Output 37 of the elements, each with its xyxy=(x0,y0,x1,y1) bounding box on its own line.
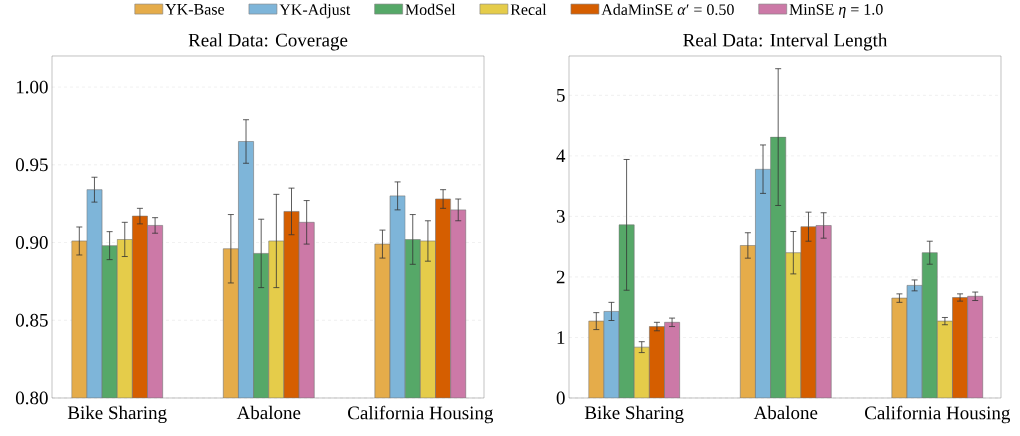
bar xyxy=(967,296,984,398)
bar xyxy=(755,168,771,398)
y-tick-label: 4 xyxy=(556,149,566,163)
y-tick-label: 0.90 xyxy=(15,236,48,249)
legend-label: YK-Adjust xyxy=(279,3,351,19)
bar xyxy=(785,252,802,398)
bar xyxy=(937,320,953,398)
x-tick-label: California Housing xyxy=(865,405,1011,424)
y-tick-label: 0.95 xyxy=(15,158,48,172)
x-tick-label: Abalone xyxy=(753,405,818,420)
y-tick-label: 0 xyxy=(556,391,565,405)
y-tick-label: 0.80 xyxy=(15,391,48,405)
chart-title: Real Data: Coverage xyxy=(188,33,348,51)
bar xyxy=(906,285,923,398)
y-tick-label: 1.00 xyxy=(16,80,48,94)
bar xyxy=(815,225,832,398)
x-tick-label: Bike Sharing xyxy=(67,405,167,424)
y-tick-label: 1 xyxy=(557,331,565,344)
x-tick-label: California Housing xyxy=(348,405,494,424)
chart-title: Real Data: Interval Length xyxy=(683,33,888,51)
y-tick-label: 2 xyxy=(556,270,565,284)
x-tick-label: Abalone xyxy=(236,405,301,420)
legend-label: YK-Base xyxy=(165,4,225,15)
legend-label: AdaMinSE α′ = 0.50 xyxy=(601,3,734,16)
y-tick-label: 5 xyxy=(557,89,565,102)
bar xyxy=(664,322,680,398)
y-tick-label: 0.85 xyxy=(15,313,48,327)
legend-label: MinSE η = 1.0 xyxy=(789,4,883,19)
bar xyxy=(603,311,620,398)
bar xyxy=(921,252,938,398)
y-tick-label: 3 xyxy=(556,210,565,223)
bar xyxy=(770,136,787,398)
legend-label: ModSel xyxy=(405,3,456,16)
bar xyxy=(633,346,650,398)
legend-label: Recal xyxy=(510,3,547,16)
bar xyxy=(618,224,635,398)
x-tick-label: Bike Sharing xyxy=(584,405,684,424)
